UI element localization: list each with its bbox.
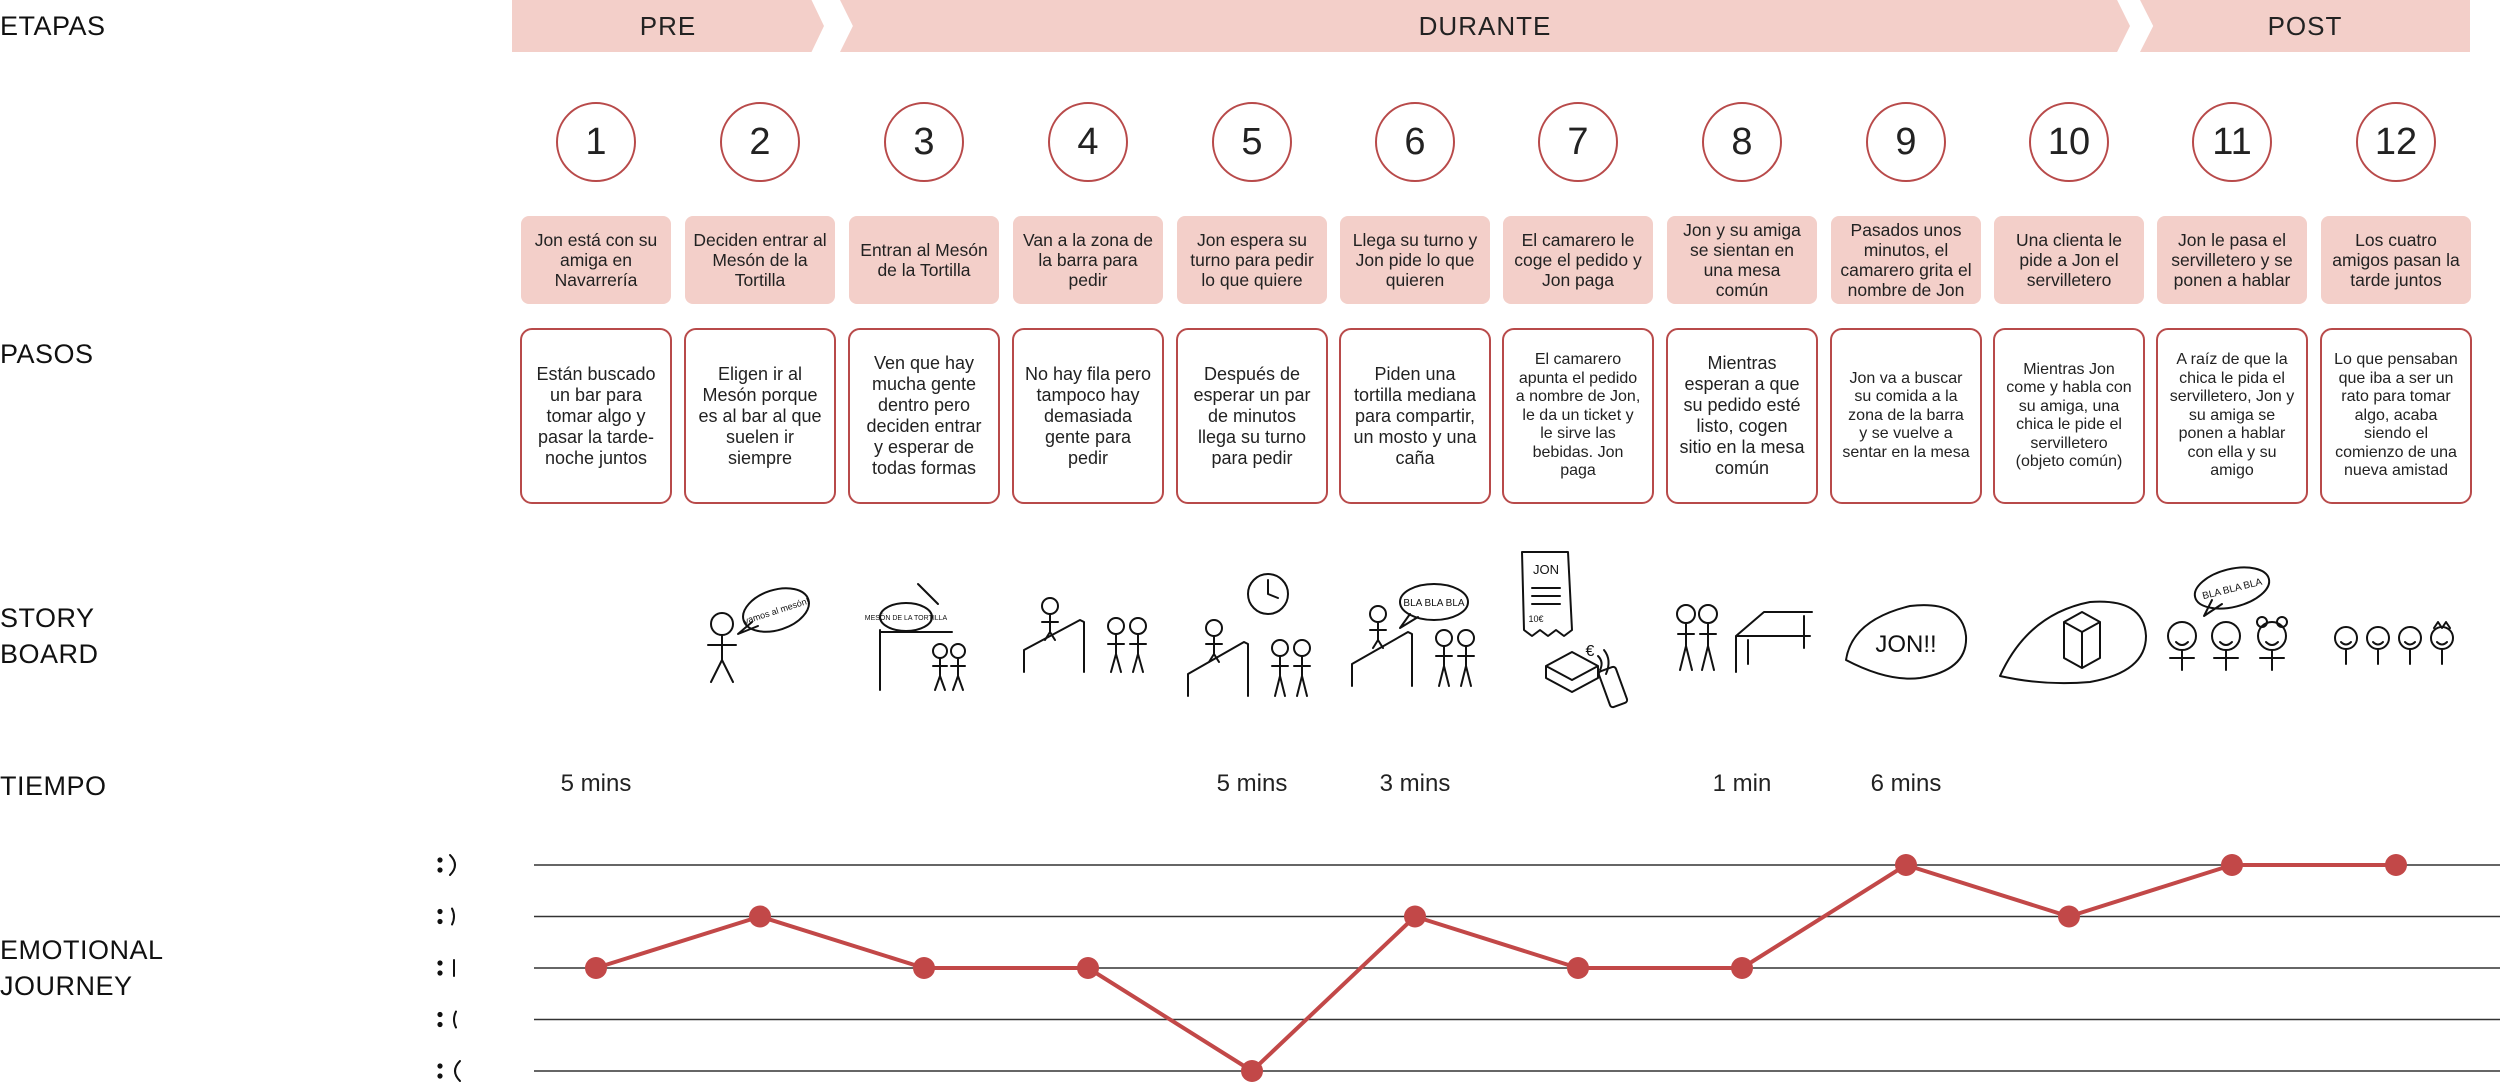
storyboard-9-icon <box>1845 604 1968 680</box>
step-title-11: Jon le pasa el servilletero y se ponen a… <box>2157 216 2307 304</box>
emotion-point-12 <box>2385 854 2407 876</box>
emotion-point-8 <box>1731 957 1753 979</box>
step-title-12: Los cuatro amigos pasan la tarde juntos <box>2321 216 2471 304</box>
step-number-1: 1 <box>556 102 636 182</box>
step-title-3: Entran al Mesón de la Tortilla <box>849 216 999 304</box>
step-title-10: Una clienta le pide a Jon el servilleter… <box>1994 216 2144 304</box>
emotion-point-9 <box>1895 854 1917 876</box>
emotion-line <box>595 863 2396 1073</box>
emotion-face-icon-3 <box>437 959 455 977</box>
storyboard-7-price-text: 10€ <box>1528 614 1543 624</box>
step-description-9: Jon va a buscar su comida a la zona de l… <box>1830 328 1982 504</box>
step-time-5: 5 mins <box>1216 770 1288 797</box>
emotion-faces <box>437 854 461 1082</box>
emotion-face-icon-1 <box>437 1060 461 1082</box>
phase-post: POST <box>2140 0 2470 52</box>
step-description-12: Lo que pensaban que iba a ser un rato pa… <box>2320 328 2472 504</box>
storyboard-2-icon <box>707 587 810 683</box>
storyboard-3-icon <box>879 583 966 691</box>
emotion-point-4 <box>1077 957 1099 979</box>
step-time-9: 6 mins <box>1870 770 1942 797</box>
step-title-9: Pasados unos minutos, el camarero grita … <box>1831 216 1981 304</box>
emotion-face-icon-5 <box>437 854 456 876</box>
step-number-2: 2 <box>720 102 800 182</box>
step-number-7: 7 <box>1538 102 1618 182</box>
storyboard-4-icon <box>1023 597 1147 673</box>
step-number-12: 12 <box>2356 102 2436 182</box>
step-number-5: 5 <box>1212 102 1292 182</box>
step-number-8: 8 <box>1702 102 1782 182</box>
storyboard-6-bubble-text: BLA BLA BLA <box>1403 598 1464 609</box>
step-number-9: 9 <box>1866 102 1946 182</box>
step-description-11: A raíz de que la chica le pida el servil… <box>2156 328 2308 504</box>
emotion-face-icon-2 <box>437 1010 457 1029</box>
storyboard-8-icon <box>1676 604 1813 673</box>
emotion-point-3 <box>913 957 935 979</box>
emotion-point-6 <box>1404 905 1426 928</box>
step-title-2: Deciden entrar al Mesón de la Tortilla <box>685 216 835 304</box>
storyboard-6-icon <box>1351 583 1475 687</box>
step-number-4: 4 <box>1048 102 1128 182</box>
step-description-6: Piden una tortilla mediana para comparti… <box>1339 328 1491 504</box>
step-description-8: Mientras esperan a que su pedido esté li… <box>1666 328 1818 504</box>
step-number-10: 10 <box>2029 102 2109 182</box>
storyboard-7-euro-text: € <box>1586 643 1595 660</box>
label-pasos: PASOS <box>0 339 94 369</box>
label-tiempo: TIEMPO <box>0 771 107 801</box>
step-title-8: Jon y su amiga se sientan en una mesa co… <box>1667 216 1817 304</box>
step-number-6: 6 <box>1375 102 1455 182</box>
emotion-point-10 <box>2058 905 2080 928</box>
label-etapas: ETAPAS <box>0 11 106 41</box>
step-description-3: Ven que hay mucha gente dentro pero deci… <box>848 328 1000 504</box>
storyboard-10-icon <box>1999 600 2147 685</box>
storyboard-11-icon <box>2167 566 2288 671</box>
step-description-2: Eligen ir al Mesón porque es al bar al q… <box>684 328 836 504</box>
step-time-1: 5 mins <box>560 770 632 797</box>
emotion-point-7 <box>1567 957 1589 979</box>
step-title-6: Llega su turno y Jon pide lo que quieren <box>1340 216 1490 304</box>
emotion-point-5 <box>1241 1060 1263 1082</box>
emotion-grid <box>534 864 2500 1072</box>
step-number-11: 11 <box>2192 102 2272 182</box>
step-description-4: No hay fila pero tampoco hay demasiada g… <box>1012 328 1164 504</box>
emotion-face-icon-4 <box>437 907 455 926</box>
phase-durante: DURANTE <box>840 0 2130 52</box>
step-time-8: 1 min <box>1712 770 1772 797</box>
step-title-4: Van a la zona de la barra para pedir <box>1013 216 1163 304</box>
step-description-10: Mientras Jon come y habla con su amiga, … <box>1993 328 2145 504</box>
step-time-6: 3 mins <box>1379 770 1451 797</box>
storyboard-12-icon <box>2334 621 2454 665</box>
emotion-point-2 <box>749 905 771 928</box>
step-number-3: 3 <box>884 102 964 182</box>
storyboard-9-bubble-text: JON!! <box>1875 631 1936 658</box>
storyboard-7-icon <box>1521 551 1629 709</box>
emotion-points <box>585 854 2407 1082</box>
step-description-1: Están buscado un bar para tomar algo y p… <box>520 328 672 504</box>
step-title-7: El camarero le coge el pedido y Jon paga <box>1503 216 1653 304</box>
step-description-5: Después de esperar un par de minutos lle… <box>1176 328 1328 504</box>
label-storyboard: STORY BOARD <box>0 603 99 669</box>
step-title-1: Jon está con su amiga en Navarrería <box>521 216 671 304</box>
step-description-7: El camarero apunta el pedido a nombre de… <box>1502 328 1654 504</box>
storyboard-3-sign-text: MESÓN DE LA TORTILLA <box>865 613 948 622</box>
emotion-point-11 <box>2221 854 2243 876</box>
label-emotional-journey: EMOTIONAL JOURNEY <box>0 935 164 1001</box>
emotion-point-1 <box>585 957 607 979</box>
storyboard-7-ticket-text: JON <box>1533 562 1559 577</box>
storyboard-5-icon <box>1187 573 1311 697</box>
phase-pre: PRE <box>512 0 824 52</box>
step-title-5: Jon espera su turno para pedir lo que qu… <box>1177 216 1327 304</box>
